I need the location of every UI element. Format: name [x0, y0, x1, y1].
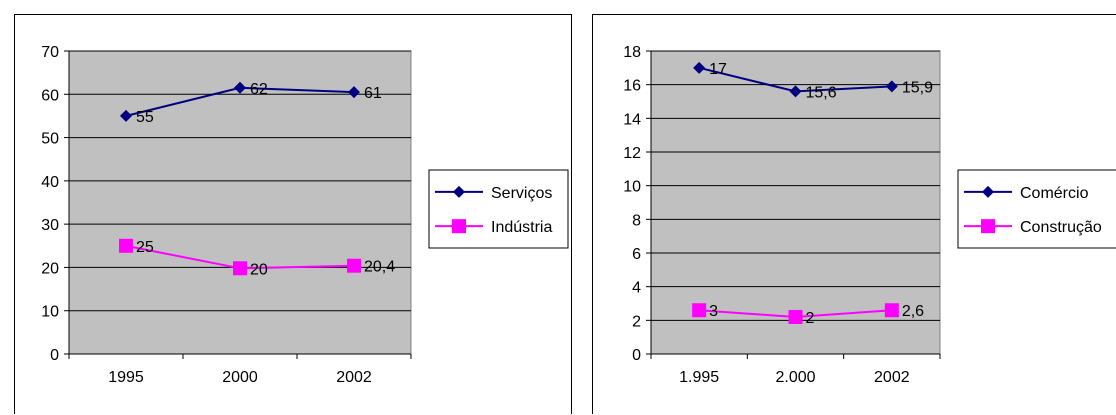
chart-right-svg: 0 2 4 6 8 10 12 14 16 18 1.995 2.000 2002 17 15,6 15,9 3…: [623, 44, 1116, 386]
chart1-plot-area: [68, 50, 412, 355]
chart2-legend-label: Comércio: [1020, 185, 1089, 202]
chart2-legend-label: Construção: [1020, 219, 1102, 236]
chart2-y-tick-label: 18: [623, 44, 641, 61]
chart1-legend-label: Indústria: [491, 219, 552, 236]
chart1-y-tick-label: 50: [41, 131, 59, 148]
chart2-point-0: [789, 85, 802, 98]
chart2-point-1: [788, 309, 803, 324]
chart1-data-label: 55: [136, 109, 154, 126]
chart1-y-tick-label: 20: [41, 260, 59, 277]
chart1-y-tick-label: 30: [41, 217, 59, 234]
chart2-data-label: 2,6: [902, 303, 924, 320]
chart1-point-0: [234, 81, 246, 94]
chart1-y-tick-label: 10: [41, 304, 59, 321]
chart2-point-0: [693, 61, 706, 74]
chart2-y-tick-label: 2: [632, 313, 641, 330]
chart1-point-0: [348, 86, 360, 99]
chart-left: 0 10 20 30 40 50 60 70 1995 2000 2002 55 62 61 25 20 20,…: [14, 14, 572, 414]
chart2-y-tick-label: 10: [623, 179, 641, 196]
chart1-data-label: 25: [136, 239, 154, 256]
chart1-point-1: [347, 258, 361, 273]
chart1-legend-label: Serviços: [491, 185, 552, 202]
chart2-data-label: 15,9: [902, 79, 933, 96]
chart2-point-1: [884, 303, 899, 318]
chart2-data-label: 17: [709, 61, 727, 78]
chart2-y-tick-label: 0: [632, 347, 641, 364]
chart2-y-tick-label: 14: [623, 111, 641, 128]
chart2-y-tick-label: 4: [632, 280, 641, 297]
chart2-y-tick-label: 6: [632, 246, 641, 263]
chart1-data-label: 61: [364, 85, 382, 102]
chart2-data-label: 15,6: [806, 84, 837, 101]
chart1-x-tick-label: 1995: [108, 369, 144, 386]
chart2-x-tick-label: 2.000: [775, 369, 815, 386]
chart1-point-1: [233, 261, 247, 276]
chart2-x-tick-label: 2002: [874, 369, 910, 386]
chart1-y-tick-label: 70: [41, 44, 59, 61]
chart1-point-0: [120, 109, 132, 122]
chart-left-svg: 0 10 20 30 40 50 60 70 1995 2000 2002 55 62 61 25 20 20,…: [41, 44, 569, 386]
chart1-legend: [428, 169, 569, 249]
chart2-legend: [957, 169, 1116, 249]
chart2-point-1: [692, 303, 707, 318]
chart1-data-label: 20: [250, 261, 268, 278]
chart1-legend-marker: [453, 185, 465, 198]
chart1-y-tick-label: 0: [50, 347, 59, 364]
chart1-x-tick-label: 2000: [222, 369, 258, 386]
chart2-legend-marker: [982, 185, 994, 198]
chart2-point-0: [885, 80, 898, 93]
chart2-y-tick-label: 16: [623, 78, 641, 95]
chart1-data-label: 62: [250, 81, 268, 98]
chart1-y-tick-label: 40: [41, 174, 59, 191]
chart1-legend-marker: [452, 219, 466, 234]
chart2-y-tick-label: 8: [632, 212, 641, 229]
chart2-legend-marker: [981, 219, 995, 234]
chart2-data-label: 2: [806, 310, 815, 327]
chart2-data-label: 3: [709, 303, 718, 320]
chart2-y-tick-label: 12: [623, 145, 641, 162]
chart1-point-1: [119, 238, 133, 253]
chart1-data-label: 20,4: [364, 259, 395, 276]
chart1-y-tick-label: 60: [41, 87, 59, 104]
chart1-x-tick-label: 2002: [336, 369, 372, 386]
chart2-x-tick-label: 1.995: [679, 369, 719, 386]
chart-right: 0 2 4 6 8 10 12 14 16 18 1.995 2.000 2002 17 15,6 15,9 3…: [592, 14, 1116, 414]
